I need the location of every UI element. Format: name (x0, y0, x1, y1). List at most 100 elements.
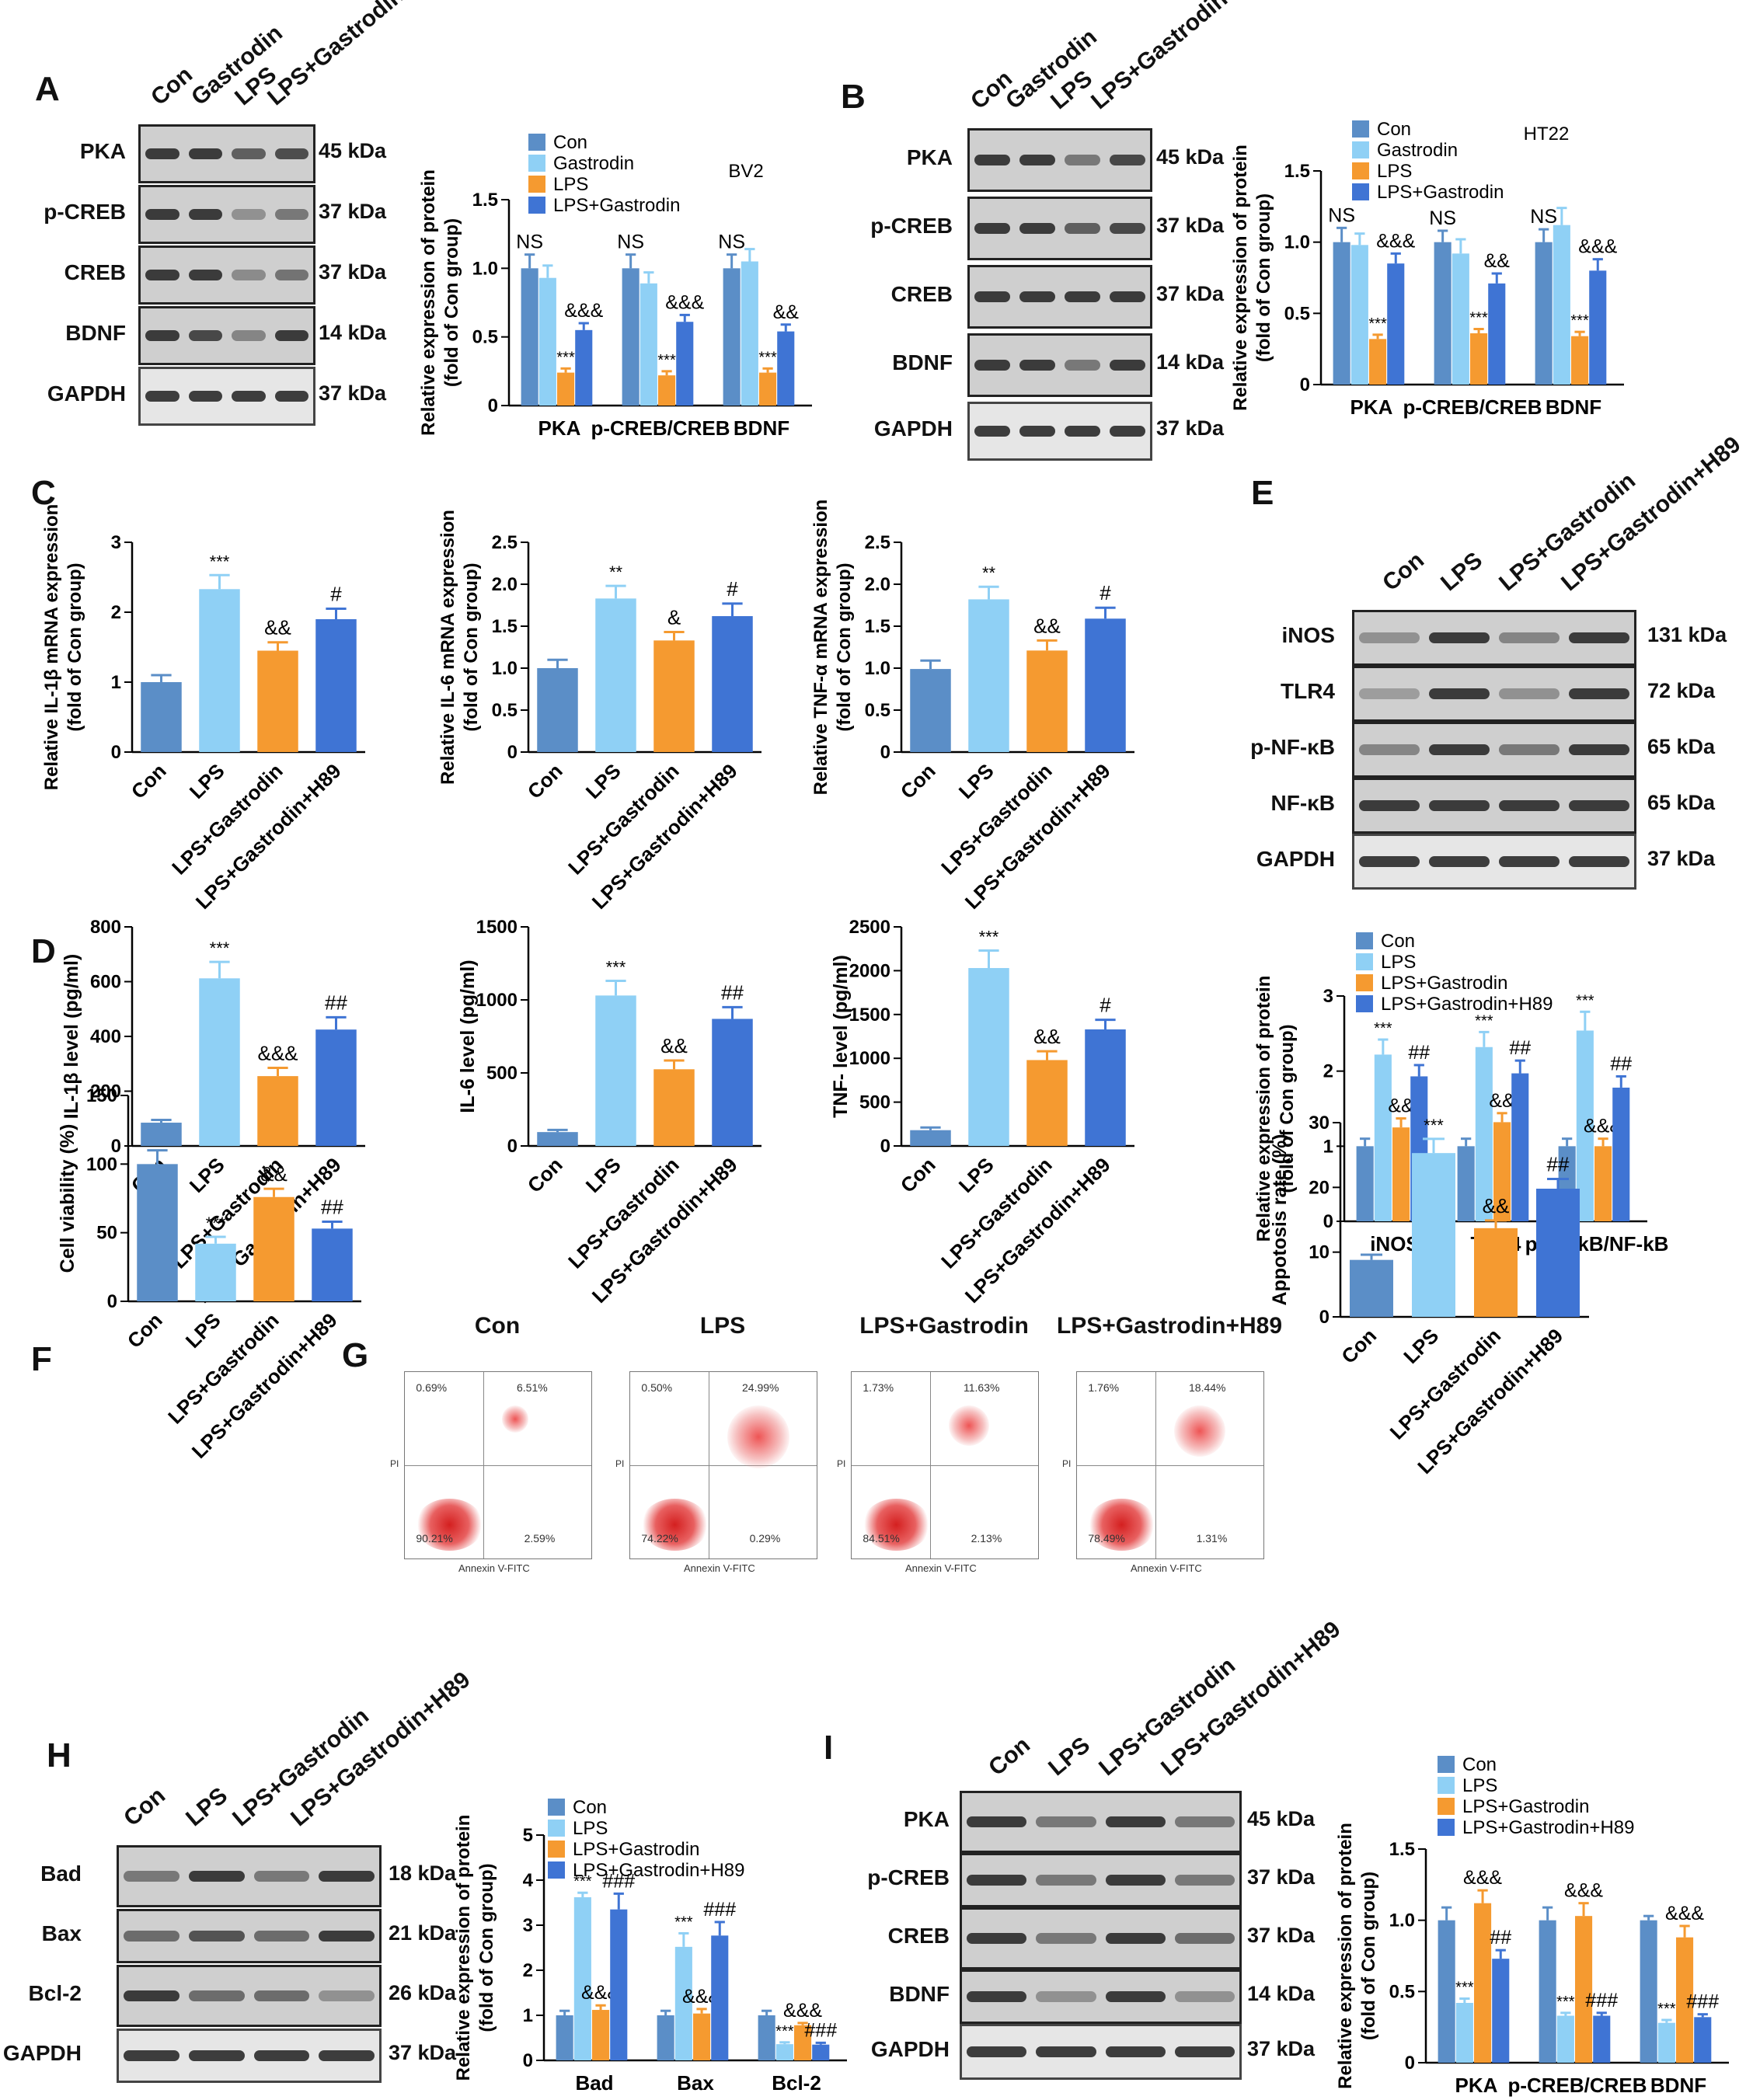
x-tick-label: Con (523, 759, 567, 803)
significance-label: *** (1657, 2001, 1676, 2018)
y-tick-label: 600 (90, 972, 121, 993)
blot-band (1499, 688, 1560, 699)
bar (199, 978, 240, 1146)
blot-row-label: GAPDH (873, 416, 953, 441)
x-tick-label: LPS (954, 759, 998, 803)
y-tick-label: 100 (86, 1154, 117, 1175)
bar (592, 2010, 610, 2060)
legend-label: Gastrodin (1377, 140, 1458, 161)
y-tick-label: 0 (1323, 1211, 1333, 1232)
blot-band (1019, 360, 1055, 371)
significance-label: &&& (1665, 1903, 1704, 1924)
y-tick-label: 50 (96, 1223, 117, 1244)
blot-band (1105, 1991, 1166, 2002)
significance-label: ### (1686, 1991, 1719, 2013)
y-tick-label: 0 (880, 742, 890, 763)
blot-band (1174, 1991, 1235, 2002)
bar (1026, 650, 1068, 752)
flow-plot-frame: 1.73% 11.63% 84.51% 2.13% (851, 1371, 1039, 1559)
bar (137, 1164, 178, 1301)
significance-label: *** (1368, 315, 1387, 333)
bar (1085, 618, 1126, 752)
panel-letter-f: F (31, 1340, 52, 1378)
bar (1438, 1920, 1455, 2063)
legend-label: LPS+Gastrodin (553, 195, 680, 216)
x-tick-label: Con (127, 759, 171, 803)
y-tick-label: 2.0 (865, 574, 890, 595)
blot-row-label: Bax (41, 1921, 82, 1945)
flow-y-axis-label: PI (390, 1458, 399, 1469)
x-tick-label: LPS (185, 759, 229, 803)
blot-kda-label: 65 kDa (1647, 791, 1716, 814)
blot-b-bdnf (967, 333, 1152, 397)
y-tick-label: 0 (507, 742, 518, 763)
bar (653, 640, 695, 752)
quadrant-percent: 90.21% (416, 1532, 453, 1545)
significance-label: &&& (1376, 230, 1415, 252)
x-tick-label: PKA (538, 416, 581, 440)
bar (1026, 1060, 1068, 1146)
bar (1535, 242, 1553, 385)
y-tick-label: 0 (488, 395, 498, 416)
blot-band (967, 1991, 1027, 2002)
bar (1474, 1228, 1518, 1317)
bar (775, 2044, 793, 2060)
y-tick-label: 400 (90, 1026, 121, 1047)
panel-letter-h: H (47, 1736, 71, 1774)
legend-label: LPS (573, 1818, 608, 1839)
blot-kda-label: 45 kDa (1247, 1807, 1316, 1830)
blot-row-label: BDNF (65, 321, 126, 345)
y-tick-label: 4 (523, 1870, 534, 1891)
blot-band (1065, 360, 1100, 371)
cell-population-cluster (863, 1499, 930, 1551)
bar (1571, 336, 1589, 385)
panel-letter-a: A (35, 70, 60, 108)
legend-swatch (1356, 953, 1373, 970)
blot-kda-label: 21 kDa (389, 1921, 457, 1945)
legend-label: LPS (1377, 161, 1412, 182)
x-tick-label: p-CREB/CREB (591, 416, 730, 440)
bar (910, 1130, 951, 1146)
significance-label: *** (775, 2023, 794, 2040)
bar (575, 329, 593, 406)
blot-band (124, 1931, 179, 1942)
bar (538, 277, 556, 406)
significance-label: *** (674, 1914, 693, 1931)
y-axis-label: Cell viability (%) (57, 1124, 78, 1273)
blot-band (274, 209, 308, 220)
blot-band (1036, 1991, 1096, 2002)
x-tick-label: PKA (1350, 395, 1393, 419)
blot-kda-label: 37 kDa (1156, 214, 1225, 237)
blot-kda-label: 45 kDa (1156, 145, 1225, 169)
y-tick-label: 1.5 (472, 190, 498, 211)
y-axis-label: (fold of Con group) (461, 562, 482, 731)
bar (257, 650, 298, 752)
cell-population-cluster (948, 1405, 989, 1447)
blot-row-label: BDNF (889, 1982, 950, 2006)
blot-band (188, 148, 222, 159)
panel-letter-b: B (841, 78, 866, 116)
blot-band (188, 391, 222, 402)
blot-band (1110, 360, 1145, 371)
bar (1457, 1146, 1475, 1221)
significance-label: &&& (1578, 236, 1617, 258)
legend-label: Con (1381, 931, 1415, 952)
legend-label: LPS+Gastrodin (1377, 182, 1504, 203)
legend-label: Con (1377, 119, 1411, 140)
significance-label: && (773, 301, 800, 323)
legend-label: LPS (553, 174, 588, 195)
y-axis-label: Relative expression of protein (418, 169, 439, 436)
y-axis-label: (fold of Con group) (1277, 1024, 1298, 1193)
blot-band (274, 148, 308, 159)
bar (741, 261, 758, 406)
cell-population-cluster (501, 1405, 529, 1433)
flow-x-axis-label: Annexin V-FITC (1131, 1562, 1202, 1574)
cell-population-cluster (641, 1499, 709, 1551)
significance-label: *** (1469, 310, 1488, 327)
blot-band (1429, 632, 1490, 643)
blot-h-gapdh (117, 2029, 382, 2083)
blot-band (232, 209, 266, 220)
blot-band (232, 148, 266, 159)
significance-label: ## (1610, 1053, 1632, 1074)
blot-kda-label: 37 kDa (1247, 2037, 1316, 2060)
